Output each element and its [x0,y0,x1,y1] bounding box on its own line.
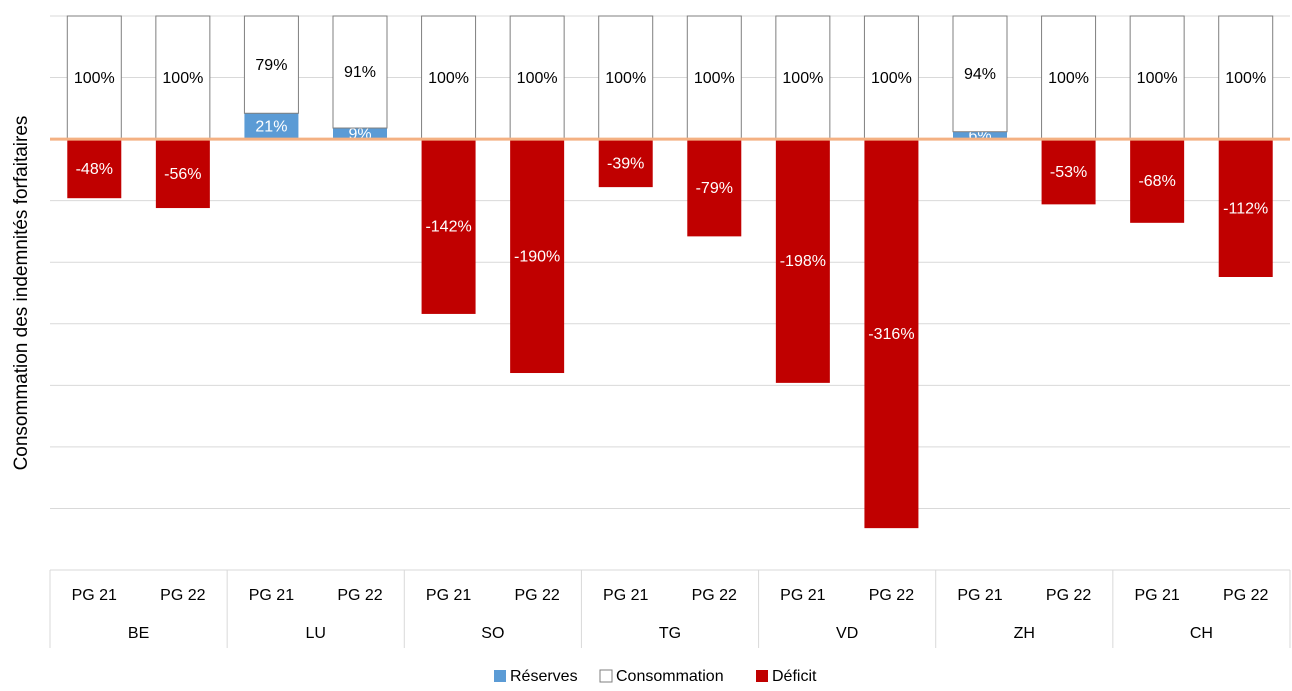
data-label: 100% [428,70,469,87]
legend-label: Déficit [772,668,817,685]
bar-segment [598,139,653,188]
bar-segment [332,15,388,129]
x-tick-label: PG 22 [692,587,737,604]
legend-label: Consommation [616,668,724,685]
data-label: -198% [780,253,826,270]
data-label: -53% [1050,164,1087,181]
data-label: 21% [255,118,287,135]
data-label: -112% [1223,200,1268,217]
bar-segment [155,139,210,209]
group-label: VD [836,625,858,642]
bar-segment [1129,15,1185,140]
data-label: -79% [696,180,733,197]
x-tick-label: PG 22 [869,587,914,604]
legend-swatch [599,669,613,683]
data-label: 100% [517,70,558,87]
bar-segment [1218,15,1274,140]
data-label: 100% [1225,70,1266,87]
group-label: CH [1190,625,1213,642]
group-label: SO [481,625,504,642]
data-label: 100% [605,70,646,87]
x-tick-label: PG 21 [249,587,294,604]
data-label: -39% [607,155,644,172]
data-label: 91% [344,64,376,81]
data-label: 100% [1137,70,1178,87]
data-label: -56% [164,166,201,183]
bar-segment [155,15,211,140]
bar-segment [243,15,299,114]
data-label: -48% [76,161,113,178]
x-tick-label: PG 21 [780,587,825,604]
bar-segment [775,15,831,140]
data-label: -316% [868,326,914,343]
bar-segment [421,139,476,314]
data-label: 100% [694,70,735,87]
data-label: -190% [514,248,560,265]
bar-segment [864,139,919,529]
bar-segment [66,15,122,140]
group-label: LU [305,625,325,642]
bar-segment [421,15,477,140]
bar-segment [1041,15,1097,140]
legend-label: Réserves [510,668,578,685]
bar-segment [509,15,565,140]
data-label: 100% [782,70,823,87]
data-label: -68% [1138,173,1175,190]
x-tick-label: PG 22 [1046,587,1091,604]
data-label: 94% [964,66,996,83]
x-tick-label: PG 21 [426,587,471,604]
data-label: 100% [74,70,115,87]
x-tick-label: PG 21 [1134,587,1179,604]
group-label: ZH [1014,625,1035,642]
group-label: TG [659,625,681,642]
x-tick-label: PG 21 [603,587,648,604]
data-label: 100% [1048,70,1089,87]
bar-segment [1041,139,1096,205]
bar-segment [775,139,830,383]
legend-swatch [494,670,506,682]
x-tick-label: PG 21 [72,587,117,604]
bar-segment [67,139,122,199]
x-tick-label: PG 22 [1223,587,1268,604]
bar-segment [510,139,565,374]
y-axis-label: Consommation des indemnités forfaitaires [11,116,32,471]
bar-segment [953,131,1007,140]
bar-segment [598,15,654,140]
group-label: BE [128,625,149,642]
x-tick-label: PG 22 [514,587,559,604]
data-label: 79% [255,57,287,74]
x-tick-label: PG 22 [160,587,205,604]
x-tick-label: PG 22 [337,587,382,604]
bar-segment [244,113,299,140]
bar-segment [1218,139,1273,277]
bar-segment [952,15,1008,133]
x-tick-label: PG 21 [957,587,1002,604]
bar-segment [686,15,742,140]
data-label: 100% [162,70,203,87]
legend-swatch [756,670,768,682]
data-label: -142% [425,219,471,236]
bar-segment [1130,139,1185,223]
bar-segment [333,128,387,140]
bar-segment [687,139,742,237]
data-label: 100% [871,70,912,87]
bar-segment [863,15,919,140]
